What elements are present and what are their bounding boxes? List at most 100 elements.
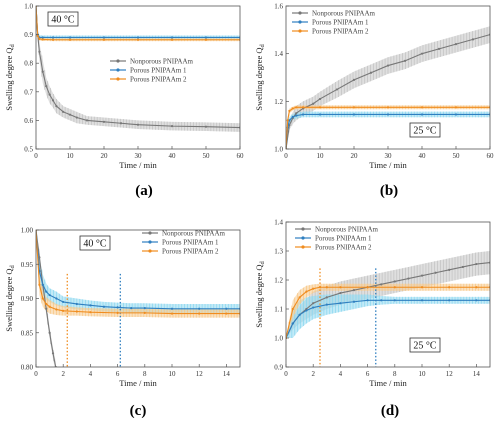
- y-axis-label: Swelling degree Qd: [4, 43, 16, 110]
- legend-marker: [301, 227, 305, 231]
- data-point: [288, 119, 291, 122]
- data-point: [312, 287, 315, 290]
- x-tick-label: 50: [203, 152, 211, 160]
- x-tick-label: 10: [169, 370, 177, 378]
- data-point: [475, 286, 478, 289]
- y-tick-label: 1.3: [274, 248, 283, 256]
- data-point: [38, 50, 41, 53]
- y-tick-label: 1.6: [274, 3, 283, 11]
- data-point: [45, 302, 48, 306]
- plot-area: [36, 230, 240, 367]
- data-point: [170, 38, 174, 41]
- data-point: [352, 78, 356, 81]
- data-point: [325, 296, 328, 299]
- data-point: [51, 38, 55, 41]
- data-point: [102, 305, 106, 308]
- legend-marker: [298, 20, 302, 24]
- x-tick-label: 12: [446, 370, 454, 378]
- data-point: [143, 311, 146, 314]
- data-point: [471, 38, 475, 41]
- y-tick-label: 1.4: [274, 50, 283, 58]
- data-point: [339, 286, 342, 289]
- data-point: [475, 262, 478, 266]
- legend-entry: Porous PNIPAAm 1: [312, 19, 369, 27]
- axes-frame: [285, 221, 491, 368]
- data-point: [45, 84, 48, 88]
- x-tick-label: 2: [311, 370, 315, 378]
- data-point: [38, 37, 41, 40]
- data-point: [41, 70, 44, 73]
- data-point: [116, 306, 119, 309]
- data-point: [420, 113, 424, 116]
- y-tick-label: 1.2: [274, 98, 283, 106]
- x-axis-label: Time / min: [369, 160, 407, 170]
- data-point: [386, 106, 390, 109]
- data-point: [198, 307, 201, 310]
- data-point: [369, 71, 373, 74]
- ticks: 0 10 20 30 40 50 60 0.5 0.6 0.7 0.8 0.9 1.0: [24, 3, 244, 161]
- legend-entry: Nonporous PNIPAAm: [130, 58, 194, 66]
- y-axis-label-subscript: d: [9, 264, 16, 268]
- data-point: [312, 302, 315, 305]
- temperature-box: 40 °C: [79, 235, 111, 251]
- data-point: [130, 306, 133, 310]
- data-point: [325, 286, 328, 289]
- data-point: [41, 36, 44, 39]
- data-point: [298, 313, 301, 316]
- y-tick-label: 0.8: [24, 60, 33, 68]
- x-tick-label: 14: [223, 370, 231, 378]
- data-point: [89, 311, 92, 314]
- x-tick-label: 8: [393, 370, 397, 378]
- series-1-error: [286, 251, 490, 338]
- y-tick-label: 0.6: [24, 117, 33, 125]
- data-point: [420, 274, 424, 277]
- data-point: [386, 64, 390, 67]
- y-tick-label: 0.85: [21, 329, 34, 337]
- data-point: [75, 302, 78, 306]
- series-3: [36, 6, 240, 41]
- data-point: [393, 280, 396, 283]
- data-point: [305, 309, 308, 312]
- series-3: [36, 230, 240, 315]
- data-point: [291, 307, 294, 311]
- legend-entry: Nonporous PNIPAAm: [312, 10, 376, 18]
- data-point: [352, 300, 356, 303]
- data-point: [51, 36, 55, 39]
- data-point: [448, 286, 451, 289]
- data-point: [170, 125, 174, 128]
- data-point: [448, 268, 451, 271]
- data-point: [48, 93, 51, 96]
- data-point: [136, 123, 140, 126]
- ticks: 0 10 20 30 40 50 60 1.0 1.2 1.4 1.6: [274, 3, 494, 161]
- series-1-error: [286, 26, 490, 149]
- x-tick-label: 12: [196, 370, 204, 378]
- data-point: [48, 305, 51, 308]
- legend-marker: [301, 245, 305, 249]
- series-2: [286, 113, 490, 149]
- series-line: [286, 113, 490, 149]
- data-point: [225, 307, 228, 310]
- data-point: [295, 106, 298, 109]
- legend-marker: [116, 59, 120, 63]
- series-line: [286, 262, 490, 339]
- data-point: [291, 115, 294, 118]
- data-point: [41, 297, 44, 300]
- x-tick-label: 50: [453, 152, 461, 160]
- panel-label: (d): [381, 403, 399, 419]
- data-point: [339, 291, 342, 295]
- y-tick-label: 0.90: [21, 295, 34, 303]
- x-tick-label: 20: [351, 152, 359, 160]
- data-point: [393, 299, 396, 302]
- data-point: [143, 306, 146, 310]
- plot-area: [286, 26, 490, 149]
- data-point: [170, 307, 174, 310]
- data-point: [295, 112, 298, 115]
- data-point: [102, 38, 106, 41]
- x-tick-label: 14: [473, 370, 481, 378]
- data-point: [475, 299, 478, 302]
- legend-entry: Porous PNIPAAm 2: [130, 76, 187, 84]
- data-point: [55, 297, 58, 300]
- panel-label: (c): [130, 403, 147, 419]
- series-2-error: [286, 111, 490, 149]
